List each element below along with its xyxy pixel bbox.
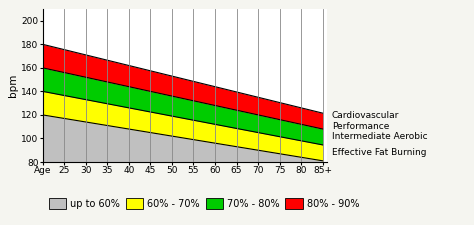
Y-axis label: bpm: bpm [9,74,18,97]
Text: Intermediate Aerobic: Intermediate Aerobic [332,133,428,142]
Text: Cardiovascular
Performance: Cardiovascular Performance [332,111,399,131]
Legend: up to 60%, 60% - 70%, 70% - 80%, 80% - 90%: up to 60%, 60% - 70%, 70% - 80%, 80% - 9… [45,194,363,213]
Text: Effective Fat Burning: Effective Fat Burning [332,148,426,157]
